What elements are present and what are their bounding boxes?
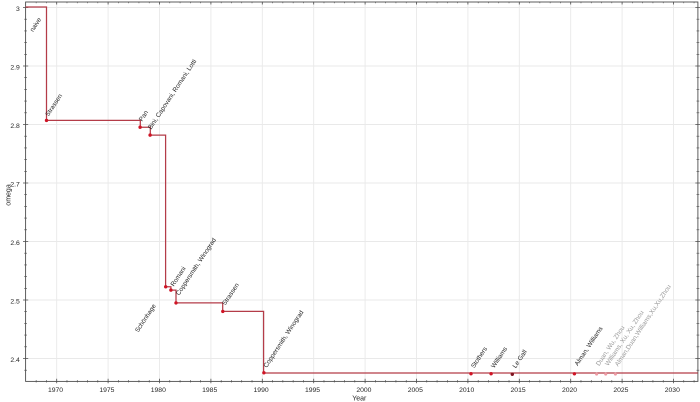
svg-text:2030: 2030	[665, 387, 680, 394]
svg-text:2020: 2020	[562, 387, 577, 394]
svg-text:2.7: 2.7	[10, 182, 20, 189]
svg-text:2.9: 2.9	[10, 65, 20, 72]
svg-text:1985: 1985	[202, 387, 217, 394]
svg-text:2.6: 2.6	[10, 240, 20, 247]
svg-text:1995: 1995	[305, 387, 320, 394]
svg-text:2025: 2025	[613, 387, 628, 394]
svg-text:2000: 2000	[356, 387, 371, 394]
svg-text:2.4: 2.4	[10, 357, 20, 364]
svg-text:1970: 1970	[48, 387, 63, 394]
svg-text:1975: 1975	[99, 387, 114, 394]
svg-text:3: 3	[16, 6, 20, 13]
svg-text:1990: 1990	[254, 387, 269, 394]
svg-text:Year: Year	[352, 396, 367, 402]
svg-text:1980: 1980	[151, 387, 166, 394]
svg-text:2.8: 2.8	[10, 123, 20, 130]
svg-text:2015: 2015	[511, 387, 526, 394]
svg-text:2010: 2010	[459, 387, 474, 394]
svg-text:2005: 2005	[408, 387, 423, 394]
svg-text:2.5: 2.5	[10, 299, 20, 306]
svg-text:omega: omega	[6, 184, 13, 206]
